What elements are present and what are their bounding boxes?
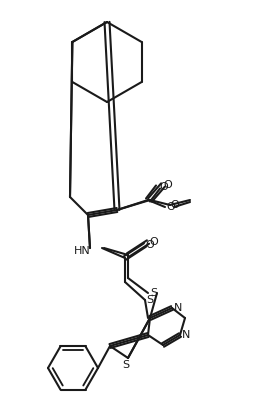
Text: O: O (167, 202, 175, 212)
Text: O: O (160, 182, 168, 192)
Text: N: N (182, 330, 190, 340)
Text: N: N (174, 303, 182, 313)
Text: HN: HN (74, 246, 90, 256)
Text: S: S (147, 295, 154, 305)
Text: S: S (122, 360, 130, 370)
Text: O: O (146, 240, 154, 250)
Text: O: O (164, 180, 172, 190)
Text: S: S (150, 288, 157, 298)
Text: O: O (150, 237, 158, 247)
Text: O: O (171, 200, 179, 210)
